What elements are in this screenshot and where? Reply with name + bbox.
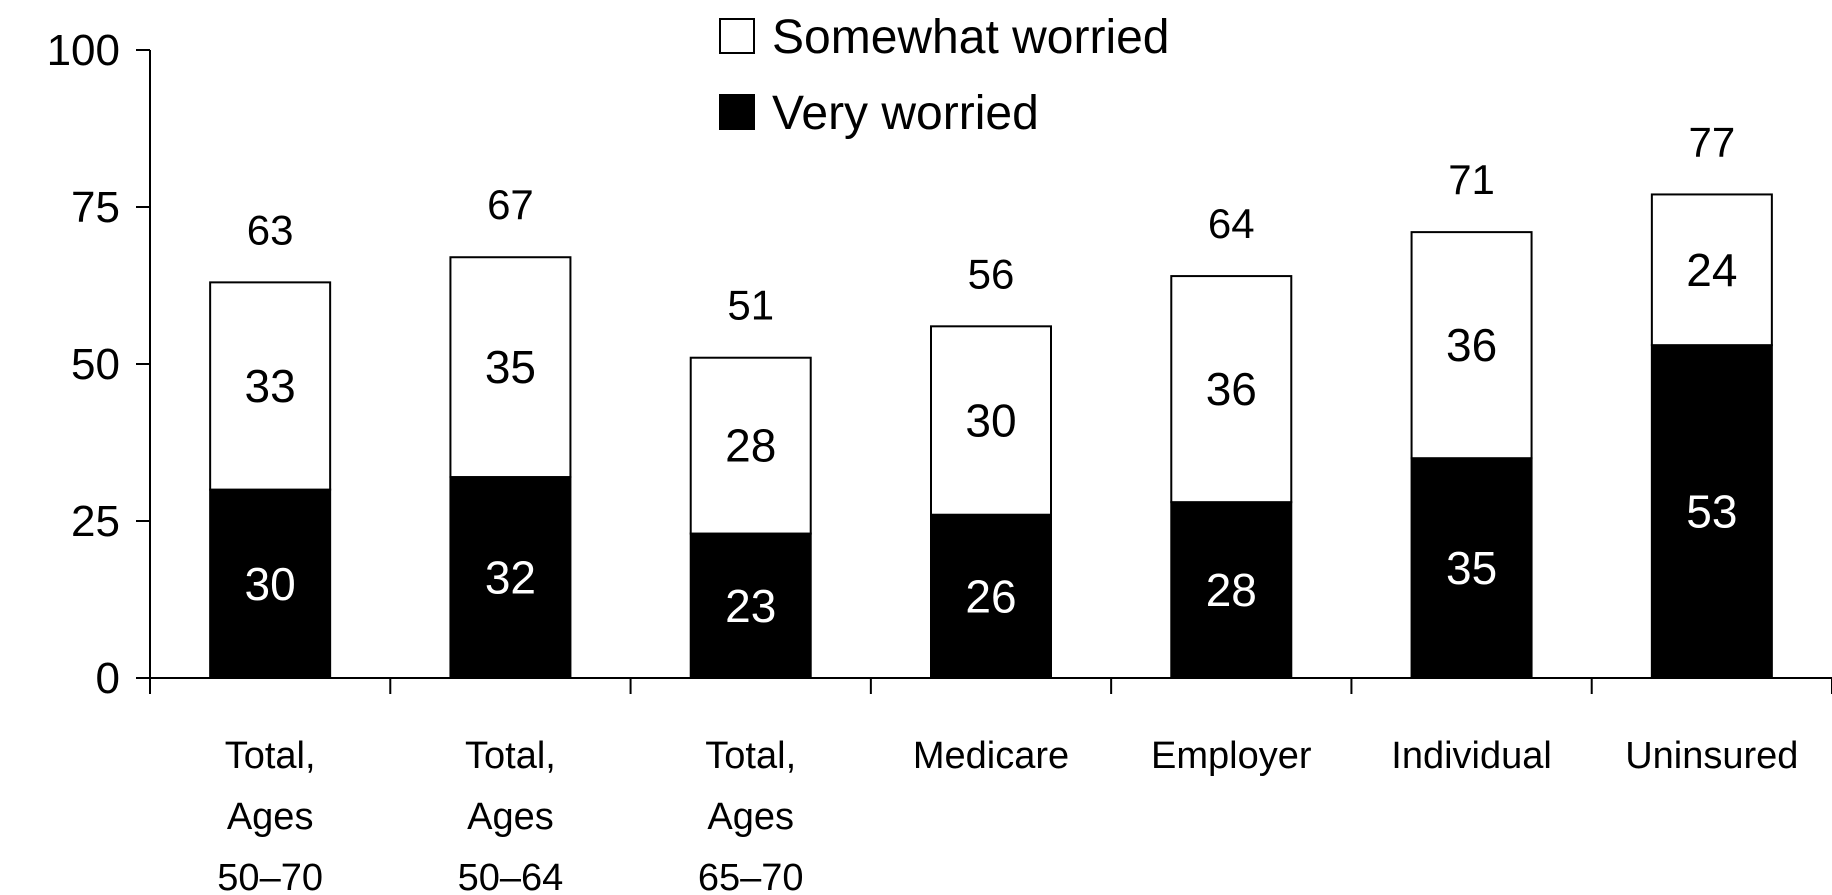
category-label-line: Ages: [707, 796, 794, 838]
category-label-line: Total,: [705, 735, 796, 777]
segment-value-label: 26: [965, 570, 1016, 622]
chart-legend: Somewhat worried Very worried: [719, 11, 1170, 140]
segment-value-label: 33: [245, 360, 296, 412]
category-label-line: 50–70: [217, 857, 323, 895]
legend-swatch: [719, 18, 755, 54]
segment-value-label: 30: [245, 558, 296, 610]
category-label-line: Individual: [1391, 735, 1552, 777]
bar-segment-very-worried: [1410, 457, 1533, 680]
chart-axes: 0 25 50 75 100 Total, Ages 50–70 Total, Ages 50–64…: [47, 26, 1832, 895]
y-tick-label: 25: [71, 497, 120, 546]
category-label-line: Total,: [465, 735, 556, 777]
bar-segment-somewhat-worried: [689, 356, 812, 535]
bar-segment-very-worried: [209, 488, 332, 679]
category-label: Individual: [1391, 735, 1552, 777]
total-value-label: 67: [487, 181, 534, 228]
y-tick-label: 50: [71, 340, 120, 389]
category-label: Medicare: [913, 735, 1069, 777]
y-tick-label: 0: [96, 654, 120, 703]
bar-segment-very-worried: [449, 476, 572, 680]
category-label-line: Medicare: [913, 735, 1069, 777]
category-label: Total, Ages 65–70: [698, 735, 804, 895]
category-label: Total, Ages 50–70: [217, 735, 323, 895]
segment-value-label: 36: [1206, 363, 1257, 415]
legend-label: Somewhat worried: [772, 11, 1170, 64]
category-label-line: Total,: [225, 735, 316, 777]
segment-value-label: 35: [485, 341, 536, 393]
category-label: Total, Ages 50–64: [458, 735, 564, 895]
segment-value-label: 24: [1686, 244, 1737, 296]
bar-segment-very-worried: [1170, 501, 1293, 679]
segment-value-label: 32: [485, 552, 536, 604]
category-label: Uninsured: [1625, 735, 1798, 777]
chart-bars: 30 33 63 32 35 67 23 28 51 26 30 56 28 36 64 35 36 71 53 24…: [209, 118, 1773, 680]
category-label-line: Uninsured: [1625, 735, 1798, 777]
bar-segment-somewhat-worried: [449, 256, 572, 479]
category-label-line: Ages: [227, 796, 314, 838]
total-value-label: 63: [247, 206, 294, 253]
total-value-label: 56: [968, 250, 1015, 297]
bar-segment-somewhat-worried: [930, 325, 1052, 516]
total-value-label: 51: [727, 282, 774, 329]
y-tick-label: 75: [71, 183, 120, 232]
bar-segment-somewhat-worried: [1410, 231, 1533, 460]
segment-value-label: 28: [725, 420, 776, 472]
segment-value-label: 23: [725, 580, 776, 632]
legend-item: Somewhat worried: [719, 11, 1170, 64]
y-tick-label: 100: [47, 26, 120, 75]
segment-value-label: 28: [1206, 564, 1257, 616]
legend-swatch: [719, 94, 755, 130]
category-label: Employer: [1151, 735, 1312, 777]
segment-value-label: 35: [1446, 542, 1497, 594]
segment-value-label: 30: [965, 395, 1016, 447]
total-value-label: 71: [1448, 156, 1495, 203]
segment-value-label: 53: [1686, 486, 1737, 538]
total-value-label: 77: [1688, 118, 1735, 165]
bar-segment-somewhat-worried: [1650, 193, 1773, 347]
legend-item: Very worried: [719, 87, 1039, 140]
category-label-line: Employer: [1151, 735, 1312, 777]
bar-segment-very-worried: [1650, 344, 1773, 679]
bar-segment-somewhat-worried: [209, 281, 332, 491]
category-label-line: Ages: [467, 796, 554, 838]
legend-label: Very worried: [772, 87, 1039, 140]
bar-segment-very-worried: [689, 532, 812, 679]
bar-segment-somewhat-worried: [1170, 275, 1293, 504]
bar-segment-very-worried: [930, 513, 1052, 679]
total-value-label: 64: [1208, 200, 1255, 247]
segment-value-label: 36: [1446, 319, 1497, 371]
category-label-line: 65–70: [698, 857, 804, 895]
category-label-line: 50–64: [458, 857, 564, 895]
